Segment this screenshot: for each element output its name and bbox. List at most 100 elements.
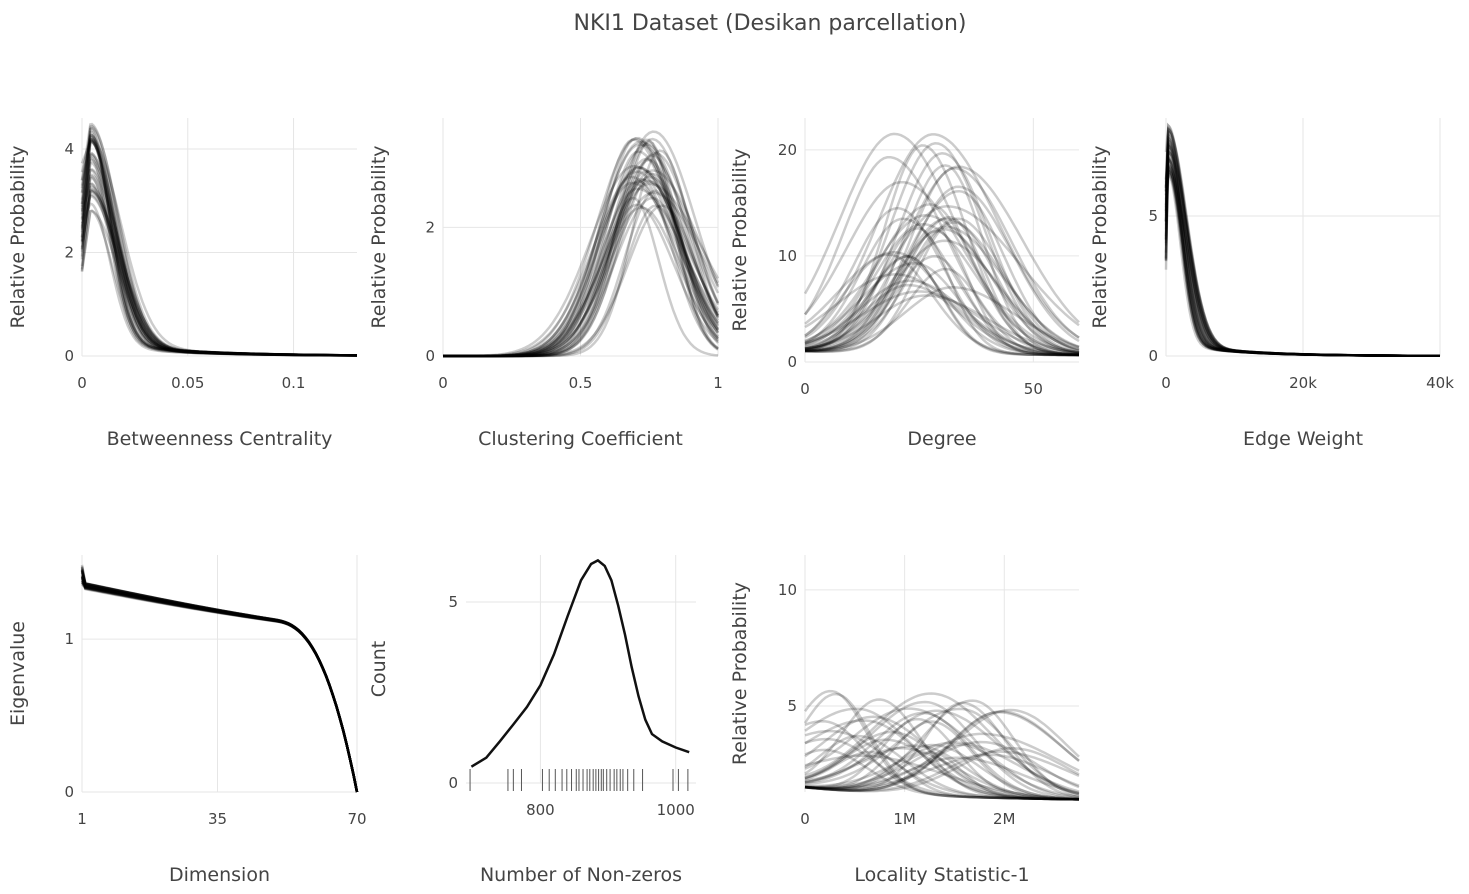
series-line	[80, 190, 357, 357]
series-line	[80, 134, 357, 357]
series-line	[803, 155, 1080, 356]
series-line	[80, 575, 359, 793]
series-line	[80, 131, 357, 357]
series-line	[80, 580, 359, 793]
series-line	[80, 138, 357, 357]
series-line	[443, 138, 719, 358]
series-line	[1164, 155, 1440, 358]
series-line	[804, 144, 1080, 356]
series-line	[804, 255, 1080, 357]
series-line	[443, 180, 719, 358]
series-line	[80, 570, 359, 793]
series-line	[80, 209, 358, 357]
series-line	[804, 707, 1080, 799]
series-line	[443, 150, 720, 358]
series-line	[81, 581, 359, 793]
series-line	[804, 142, 1080, 355]
series-line	[443, 143, 720, 358]
series-line	[80, 579, 359, 793]
series-line	[81, 581, 359, 793]
series-line	[1164, 163, 1440, 358]
y-axis-title: Relative Probability	[729, 148, 751, 331]
series-line	[443, 149, 720, 358]
series-line	[80, 161, 357, 357]
series-line	[80, 185, 357, 357]
series-line	[804, 152, 1080, 354]
series-line	[1164, 129, 1440, 358]
series-line	[803, 132, 1080, 355]
series-line	[1164, 148, 1440, 358]
series-line	[80, 151, 358, 357]
series-line	[80, 187, 357, 357]
series-line	[80, 154, 357, 357]
series-line	[805, 217, 1080, 353]
series-line	[443, 187, 720, 358]
x-tick-label: 2M	[993, 810, 1016, 828]
series-line	[80, 202, 357, 357]
series-line	[1164, 157, 1440, 358]
series-line	[443, 164, 720, 358]
series-line	[1164, 125, 1440, 358]
series-line	[804, 222, 1080, 355]
series-line	[804, 754, 1080, 800]
series-line	[80, 138, 357, 357]
x-axis-title: Dimension	[169, 864, 270, 886]
series-line	[443, 191, 720, 358]
series-line	[1164, 138, 1440, 358]
series-line	[1164, 146, 1440, 358]
series-line	[1164, 137, 1440, 358]
x-tick-label: 0	[800, 810, 810, 828]
series-line	[804, 747, 1080, 793]
subplot-grid: 0 0.05 0.1 0 2 4 Betweenness Centrality Relativ…	[7, 118, 1454, 886]
series-line	[80, 572, 359, 793]
series-line	[1164, 135, 1440, 358]
series-line	[80, 136, 357, 357]
series-line	[804, 750, 1079, 801]
series-line	[443, 153, 719, 358]
series-line	[804, 215, 1080, 357]
series-line	[804, 251, 1079, 357]
series-line	[80, 193, 357, 357]
series-line	[1164, 163, 1440, 358]
series-line	[80, 580, 359, 793]
series-line	[80, 574, 359, 793]
series-line	[80, 195, 357, 357]
y-tick-label: 2	[64, 244, 74, 262]
series-line	[1164, 156, 1440, 358]
series-line	[1164, 142, 1440, 358]
series-line	[804, 753, 1080, 790]
series-line	[804, 203, 1080, 356]
series-line	[1164, 122, 1440, 358]
count-line	[470, 558, 690, 768]
series-line	[80, 577, 359, 793]
series-line	[80, 124, 357, 357]
y-tick-label: 0	[425, 347, 435, 365]
series-line	[804, 720, 1080, 801]
series-line	[1164, 171, 1440, 358]
y-tick-label: 20	[778, 141, 797, 159]
series-line	[1164, 143, 1440, 358]
series-line	[804, 167, 1080, 352]
series-line	[443, 177, 719, 358]
series-line	[1164, 149, 1440, 358]
series-line	[443, 143, 720, 358]
series-line	[804, 719, 1080, 801]
series-line	[804, 165, 1080, 350]
series-line	[804, 185, 1080, 352]
series-line	[443, 140, 720, 358]
series-line	[803, 689, 1079, 801]
series-line	[443, 136, 720, 358]
series-line	[80, 570, 359, 793]
series-line	[80, 158, 357, 357]
series-line	[80, 569, 359, 793]
x-tick-label: 1	[77, 810, 87, 828]
series-line	[1164, 133, 1440, 358]
series-line	[80, 569, 359, 793]
series-line	[804, 133, 1080, 339]
series-line	[80, 564, 359, 793]
series-line	[80, 188, 357, 357]
x-tick-label: 40k	[1426, 374, 1454, 392]
series-line	[804, 708, 1080, 791]
series-line	[804, 737, 1079, 801]
y-tick-label: 0	[787, 353, 797, 371]
